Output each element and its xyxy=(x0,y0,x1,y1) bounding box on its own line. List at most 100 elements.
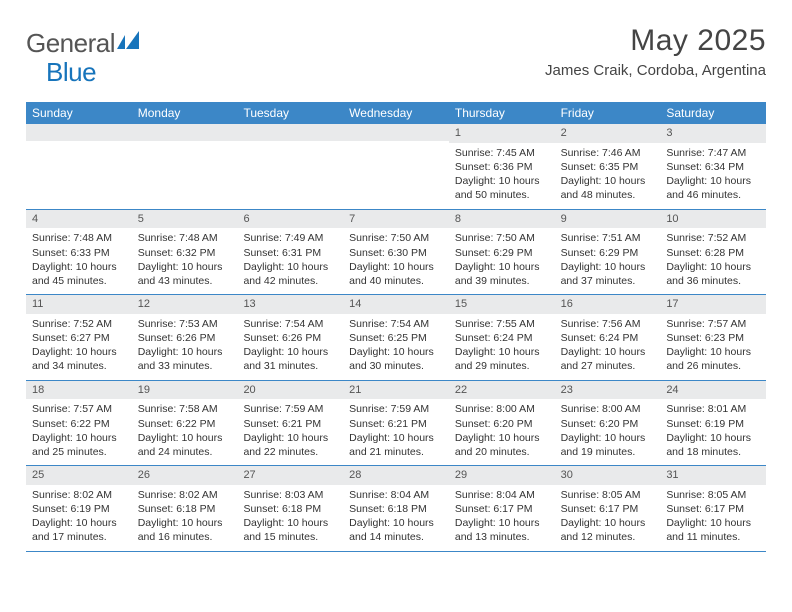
daylight-text: Daylight: 10 hours and 46 minutes. xyxy=(666,174,760,202)
dow-saturday: Saturday xyxy=(660,102,766,124)
daylight-text: Daylight: 10 hours and 48 minutes. xyxy=(561,174,655,202)
day-cell: 9Sunrise: 7:51 AMSunset: 6:29 PMDaylight… xyxy=(555,210,661,295)
sunset-text: Sunset: 6:26 PM xyxy=(243,331,337,345)
sunrise-text: Sunrise: 8:05 AM xyxy=(561,488,655,502)
day-number xyxy=(343,124,449,141)
day-cell: 10Sunrise: 7:52 AMSunset: 6:28 PMDayligh… xyxy=(660,210,766,295)
day-number: 16 xyxy=(555,295,661,314)
sunset-text: Sunset: 6:24 PM xyxy=(455,331,549,345)
sunrise-text: Sunrise: 7:58 AM xyxy=(138,402,232,416)
sunrise-text: Sunrise: 7:45 AM xyxy=(455,146,549,160)
sunrise-text: Sunrise: 7:52 AM xyxy=(666,231,760,245)
daylight-text: Daylight: 10 hours and 20 minutes. xyxy=(455,431,549,459)
sunset-text: Sunset: 6:22 PM xyxy=(32,417,126,431)
logo: General xyxy=(26,28,143,59)
daylight-text: Daylight: 10 hours and 31 minutes. xyxy=(243,345,337,373)
sunrise-text: Sunrise: 7:50 AM xyxy=(455,231,549,245)
sunset-text: Sunset: 6:21 PM xyxy=(243,417,337,431)
day-number: 4 xyxy=(26,210,132,229)
sunset-text: Sunset: 6:18 PM xyxy=(243,502,337,516)
daylight-text: Daylight: 10 hours and 12 minutes. xyxy=(561,516,655,544)
day-cell: 27Sunrise: 8:03 AMSunset: 6:18 PMDayligh… xyxy=(237,466,343,551)
daylight-text: Daylight: 10 hours and 36 minutes. xyxy=(666,260,760,288)
sunset-text: Sunset: 6:29 PM xyxy=(455,246,549,260)
dow-monday: Monday xyxy=(132,102,238,124)
location: James Craik, Cordoba, Argentina xyxy=(545,62,766,79)
sunset-text: Sunset: 6:32 PM xyxy=(138,246,232,260)
daylight-text: Daylight: 10 hours and 40 minutes. xyxy=(349,260,443,288)
daylight-text: Daylight: 10 hours and 27 minutes. xyxy=(561,345,655,373)
day-number: 7 xyxy=(343,210,449,229)
day-cell xyxy=(132,124,238,209)
sunset-text: Sunset: 6:36 PM xyxy=(455,160,549,174)
day-number: 18 xyxy=(26,381,132,400)
day-number: 8 xyxy=(449,210,555,229)
sunrise-text: Sunrise: 7:59 AM xyxy=(243,402,337,416)
sunrise-text: Sunrise: 8:00 AM xyxy=(455,402,549,416)
day-cell: 24Sunrise: 8:01 AMSunset: 6:19 PMDayligh… xyxy=(660,381,766,466)
daylight-text: Daylight: 10 hours and 37 minutes. xyxy=(561,260,655,288)
day-cell: 28Sunrise: 8:04 AMSunset: 6:18 PMDayligh… xyxy=(343,466,449,551)
sunset-text: Sunset: 6:17 PM xyxy=(455,502,549,516)
sunset-text: Sunset: 6:22 PM xyxy=(138,417,232,431)
day-number: 5 xyxy=(132,210,238,229)
daylight-text: Daylight: 10 hours and 29 minutes. xyxy=(455,345,549,373)
sunrise-text: Sunrise: 8:05 AM xyxy=(666,488,760,502)
calendar-page: General May 2025 James Craik, Cordoba, A… xyxy=(0,0,792,576)
dow-friday: Friday xyxy=(555,102,661,124)
sunset-text: Sunset: 6:17 PM xyxy=(666,502,760,516)
daylight-text: Daylight: 10 hours and 19 minutes. xyxy=(561,431,655,459)
sunrise-text: Sunrise: 7:51 AM xyxy=(561,231,655,245)
daylight-text: Daylight: 10 hours and 34 minutes. xyxy=(32,345,126,373)
day-cell xyxy=(343,124,449,209)
day-number: 19 xyxy=(132,381,238,400)
daylight-text: Daylight: 10 hours and 15 minutes. xyxy=(243,516,337,544)
day-cell: 30Sunrise: 8:05 AMSunset: 6:17 PMDayligh… xyxy=(555,466,661,551)
day-number: 11 xyxy=(26,295,132,314)
sunset-text: Sunset: 6:34 PM xyxy=(666,160,760,174)
sunset-text: Sunset: 6:27 PM xyxy=(32,331,126,345)
day-number: 21 xyxy=(343,381,449,400)
day-cell: 31Sunrise: 8:05 AMSunset: 6:17 PMDayligh… xyxy=(660,466,766,551)
week-row: 18Sunrise: 7:57 AMSunset: 6:22 PMDayligh… xyxy=(26,381,766,467)
sunrise-text: Sunrise: 8:02 AM xyxy=(32,488,126,502)
sunset-text: Sunset: 6:26 PM xyxy=(138,331,232,345)
daylight-text: Daylight: 10 hours and 43 minutes. xyxy=(138,260,232,288)
day-number: 14 xyxy=(343,295,449,314)
sunrise-text: Sunrise: 8:00 AM xyxy=(561,402,655,416)
sunrise-text: Sunrise: 7:59 AM xyxy=(349,402,443,416)
sunset-text: Sunset: 6:28 PM xyxy=(666,246,760,260)
logo-flag-icon xyxy=(117,31,143,56)
day-cell: 1Sunrise: 7:45 AMSunset: 6:36 PMDaylight… xyxy=(449,124,555,209)
day-cell: 25Sunrise: 8:02 AMSunset: 6:19 PMDayligh… xyxy=(26,466,132,551)
sunset-text: Sunset: 6:19 PM xyxy=(666,417,760,431)
day-cell: 15Sunrise: 7:55 AMSunset: 6:24 PMDayligh… xyxy=(449,295,555,380)
sunrise-text: Sunrise: 7:52 AM xyxy=(32,317,126,331)
sunrise-text: Sunrise: 7:54 AM xyxy=(243,317,337,331)
daylight-text: Daylight: 10 hours and 30 minutes. xyxy=(349,345,443,373)
day-cell: 23Sunrise: 8:00 AMSunset: 6:20 PMDayligh… xyxy=(555,381,661,466)
sunrise-text: Sunrise: 8:04 AM xyxy=(349,488,443,502)
day-number: 22 xyxy=(449,381,555,400)
sunset-text: Sunset: 6:17 PM xyxy=(561,502,655,516)
day-number: 24 xyxy=(660,381,766,400)
week-row: 11Sunrise: 7:52 AMSunset: 6:27 PMDayligh… xyxy=(26,295,766,381)
day-cell: 2Sunrise: 7:46 AMSunset: 6:35 PMDaylight… xyxy=(555,124,661,209)
week-row: 25Sunrise: 8:02 AMSunset: 6:19 PMDayligh… xyxy=(26,466,766,552)
day-cell xyxy=(237,124,343,209)
daylight-text: Daylight: 10 hours and 16 minutes. xyxy=(138,516,232,544)
sunrise-text: Sunrise: 8:02 AM xyxy=(138,488,232,502)
day-number: 3 xyxy=(660,124,766,143)
sunset-text: Sunset: 6:18 PM xyxy=(349,502,443,516)
sunset-text: Sunset: 6:21 PM xyxy=(349,417,443,431)
daylight-text: Daylight: 10 hours and 45 minutes. xyxy=(32,260,126,288)
daylight-text: Daylight: 10 hours and 39 minutes. xyxy=(455,260,549,288)
day-cell: 8 Sunrise: 7:50 AMSunset: 6:29 PMDaylight… xyxy=(449,210,555,295)
day-cell: 19Sunrise: 7:58 AMSunset: 6:22 PMDayligh… xyxy=(132,381,238,466)
day-number: 9 xyxy=(555,210,661,229)
sunrise-text: Sunrise: 7:53 AM xyxy=(138,317,232,331)
day-number: 17 xyxy=(660,295,766,314)
day-cell: 12Sunrise: 7:53 AMSunset: 6:26 PMDayligh… xyxy=(132,295,238,380)
week-row: 4Sunrise: 7:48 AMSunset: 6:33 PMDaylight… xyxy=(26,210,766,296)
day-cell xyxy=(26,124,132,209)
